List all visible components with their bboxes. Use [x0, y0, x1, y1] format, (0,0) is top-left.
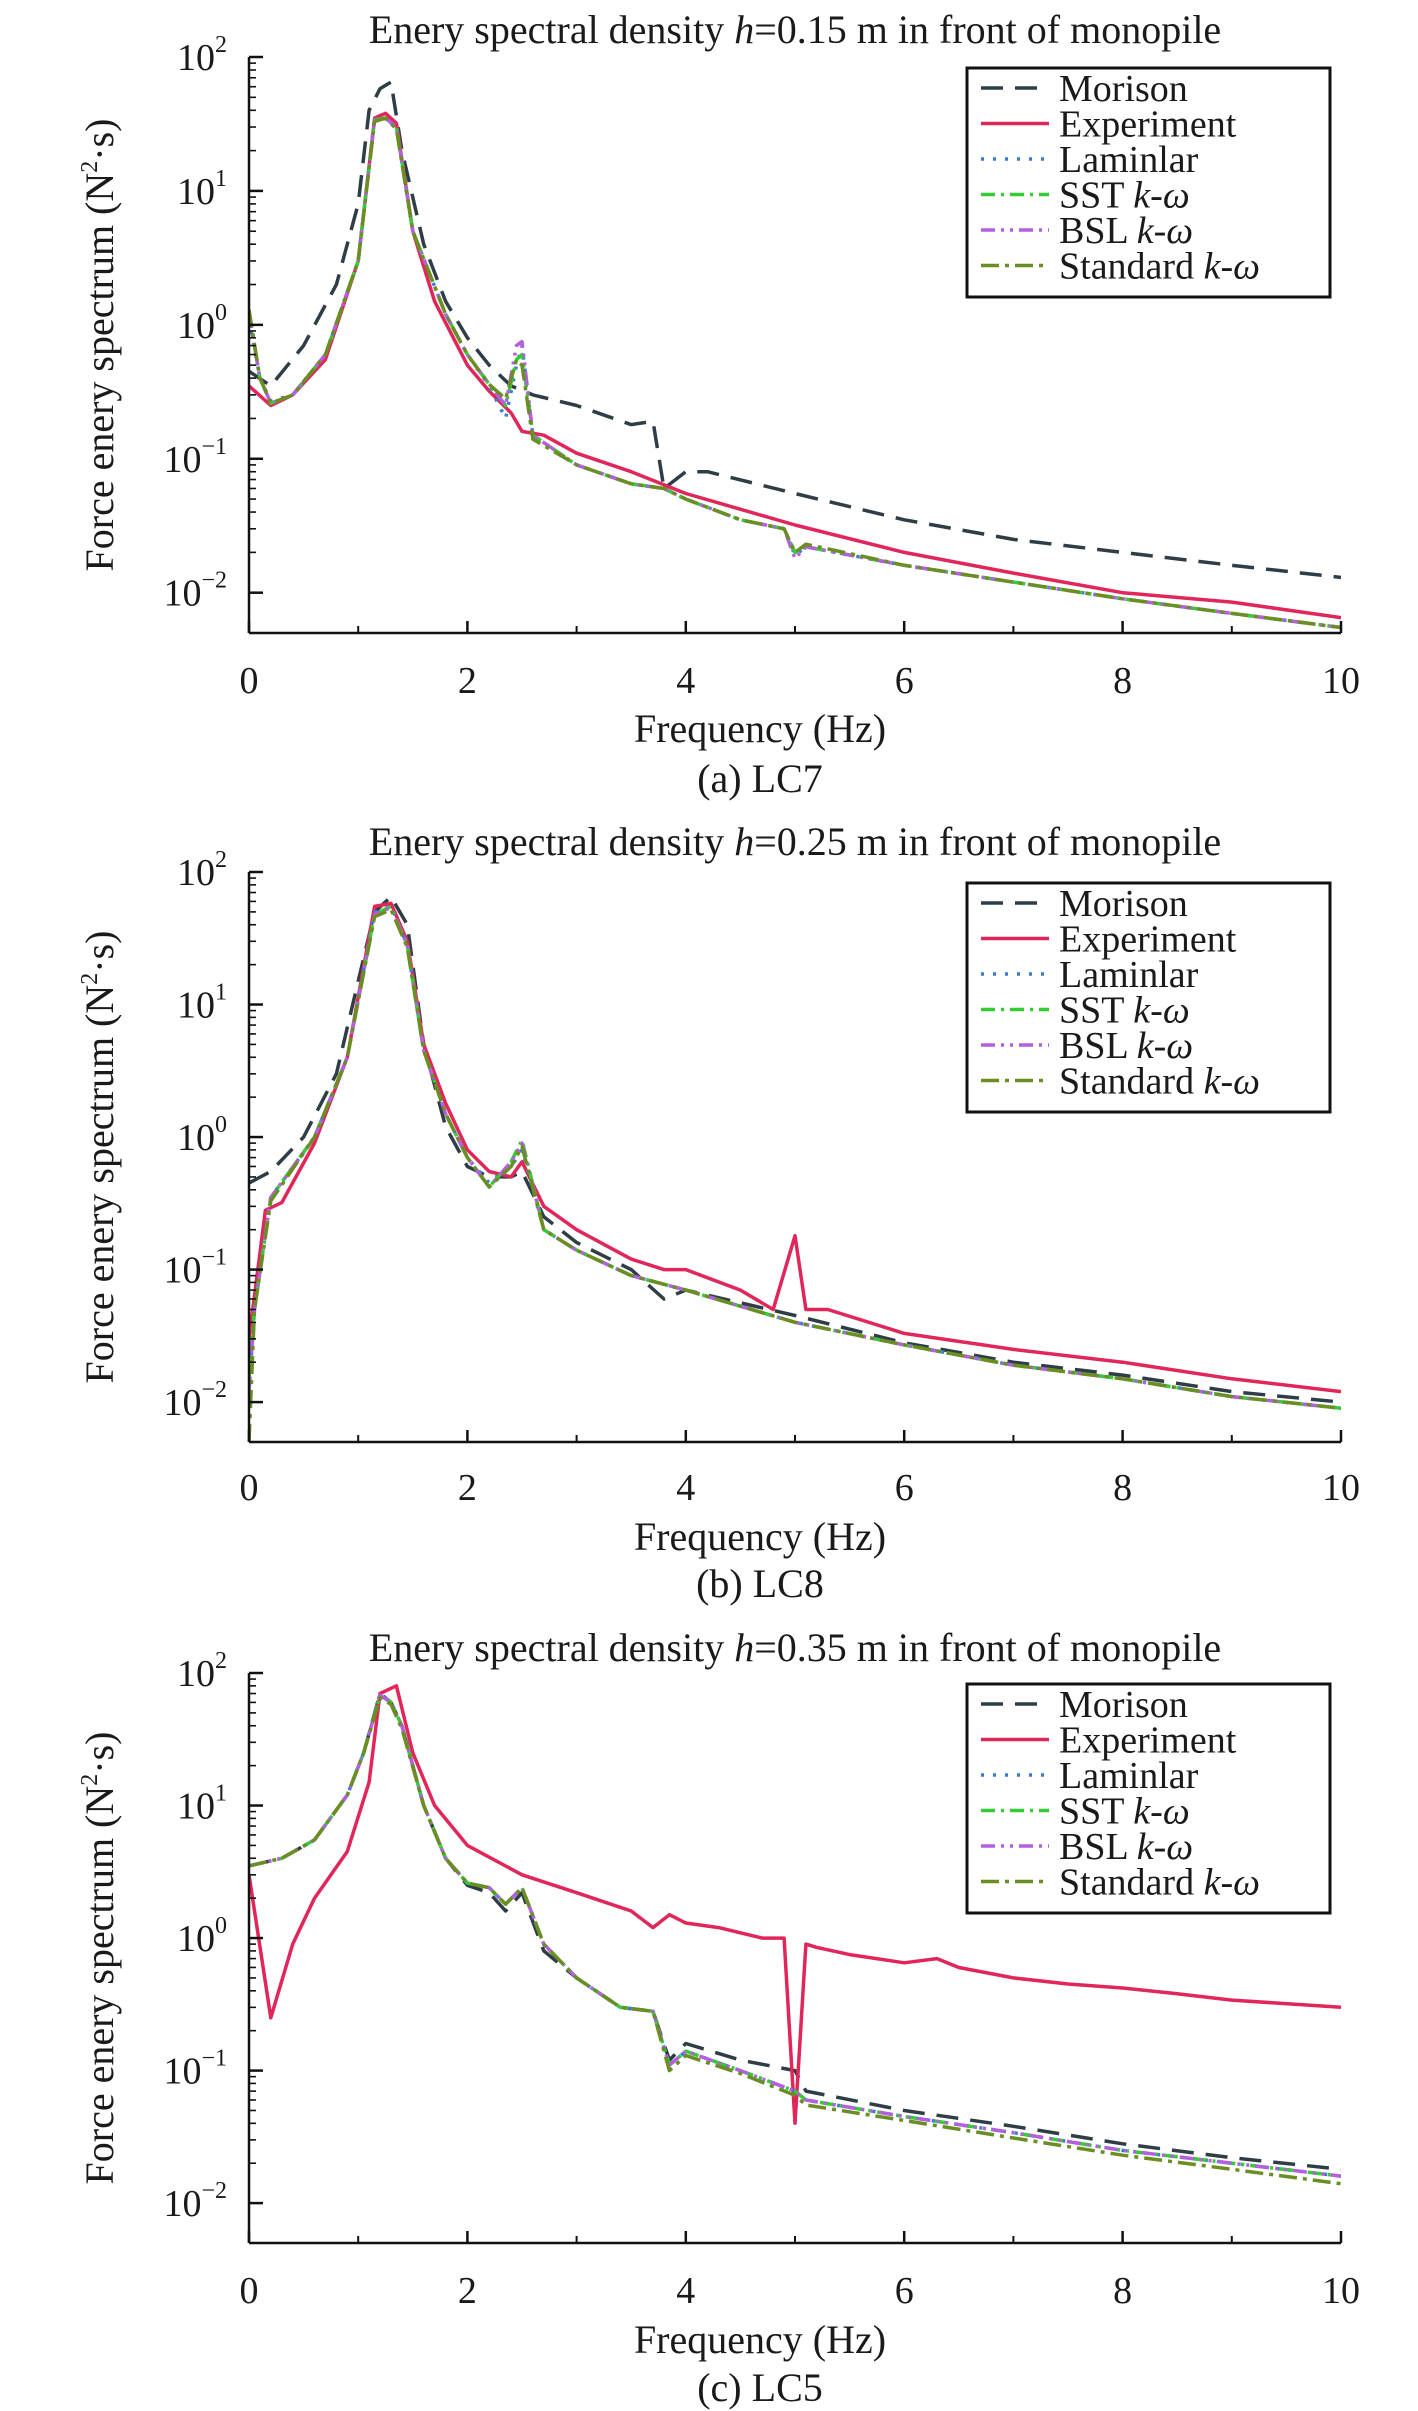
- y-axis-label: Force enery spectrum (N2·s): [77, 1732, 122, 2185]
- legend-label: Experiment: [1059, 919, 1237, 961]
- legend-label: Experiment: [1059, 104, 1237, 146]
- panel-caption: (b) LC8: [696, 1561, 824, 1606]
- chart-panel-2: Enery spectral density h=0.25 m in front…: [77, 819, 1360, 1606]
- legend-label: Laminlar: [1059, 1755, 1199, 1797]
- y-tick-label: 101: [177, 166, 227, 213]
- y-tick-label: 100: [177, 1913, 227, 1960]
- x-tick-label: 4: [676, 1467, 695, 1509]
- y-tick-label: 10−2: [163, 2178, 227, 2225]
- y-tick-label: 102: [177, 847, 227, 894]
- legend-label: Standard k-ω: [1059, 246, 1260, 288]
- legend-label: SST k-ω: [1059, 175, 1190, 217]
- x-tick-label: 8: [1113, 1467, 1132, 1509]
- x-tick-label: 6: [895, 1467, 914, 1509]
- legend-box: [965, 66, 1332, 299]
- legend-label: Standard k-ω: [1059, 1061, 1260, 1103]
- x-tick-label: 8: [1113, 2270, 1132, 2312]
- y-tick-label: 100: [177, 1112, 227, 1159]
- x-tick-label: 10: [1322, 660, 1360, 702]
- x-tick-label: 0: [240, 1467, 259, 1509]
- x-tick-label: 8: [1113, 660, 1132, 702]
- x-tick-label: 6: [895, 2270, 914, 2312]
- series-line-experiment: [249, 1684, 1341, 2126]
- chart-title: Enery spectral density h=0.25 m in front…: [369, 819, 1221, 864]
- panel-caption: (a) LC7: [697, 756, 823, 801]
- y-tick-label: 101: [177, 980, 227, 1027]
- x-axis-label: Frequency (Hz): [634, 2317, 886, 2362]
- series-line-standard-k-: [249, 907, 1341, 1442]
- x-tick-label: 2: [458, 660, 477, 702]
- legend-box: [965, 1682, 1332, 1915]
- series-line-bsl-k-: [249, 905, 1341, 1410]
- series-line-morison: [249, 1691, 1341, 2172]
- legend-label: Morison: [1059, 68, 1188, 110]
- legend-label: Morison: [1059, 1684, 1188, 1726]
- legend-label: Standard k-ω: [1059, 1862, 1260, 1904]
- series-line-standard-k-: [249, 116, 1341, 630]
- legend-label: SST k-ω: [1059, 990, 1190, 1032]
- x-tick-label: 0: [240, 2270, 259, 2312]
- chart-panel-3: Enery spectral density h=0.35 m in front…: [77, 1625, 1360, 2410]
- x-tick-label: 6: [895, 660, 914, 702]
- legend-label: SST k-ω: [1059, 1791, 1190, 1833]
- y-tick-label: 10−1: [163, 1245, 227, 1292]
- x-tick-label: 4: [676, 660, 695, 702]
- x-tick-label: 10: [1322, 1467, 1360, 1509]
- legend-label: BSL k-ω: [1059, 1826, 1193, 1868]
- series-line-sst-k-: [249, 116, 1341, 630]
- x-axis-label: Frequency (Hz): [634, 1514, 886, 1559]
- y-tick-label: 10−2: [163, 1377, 227, 1424]
- x-tick-label: 4: [676, 2270, 695, 2312]
- chart-panel-1: Enery spectral density h=0.15 m in front…: [77, 7, 1360, 801]
- legend-label: Morison: [1059, 883, 1188, 925]
- x-tick-label: 2: [458, 2270, 477, 2312]
- y-tick-label: 102: [177, 32, 227, 79]
- y-tick-label: 10−1: [163, 434, 227, 481]
- y-axis-label: Force enery spectrum (N2·s): [77, 119, 122, 572]
- x-tick-label: 10: [1322, 2270, 1360, 2312]
- panel-caption: (c) LC5: [697, 2365, 823, 2410]
- x-tick-label: 0: [240, 660, 259, 702]
- legend-label: BSL k-ω: [1059, 210, 1193, 252]
- x-tick-label: 2: [458, 1467, 477, 1509]
- legend-label: BSL k-ω: [1059, 1025, 1193, 1067]
- chart-title: Enery spectral density h=0.35 m in front…: [369, 1625, 1221, 1670]
- chart-title: Enery spectral density h=0.15 m in front…: [369, 7, 1221, 52]
- y-axis-label: Force enery spectrum (N2·s): [77, 931, 122, 1384]
- legend-label: Laminlar: [1059, 954, 1199, 996]
- legend-label: Experiment: [1059, 1720, 1237, 1762]
- y-tick-label: 10−1: [163, 2046, 227, 2093]
- y-tick-label: 102: [177, 1648, 227, 1695]
- y-tick-label: 101: [177, 1781, 227, 1828]
- legend-label: Laminlar: [1059, 139, 1199, 181]
- y-tick-label: 10−2: [163, 568, 227, 615]
- x-axis-label: Frequency (Hz): [634, 706, 886, 751]
- y-tick-label: 100: [177, 300, 227, 347]
- legend-box: [965, 881, 1332, 1114]
- series-line-standard-k-: [249, 1696, 1341, 2186]
